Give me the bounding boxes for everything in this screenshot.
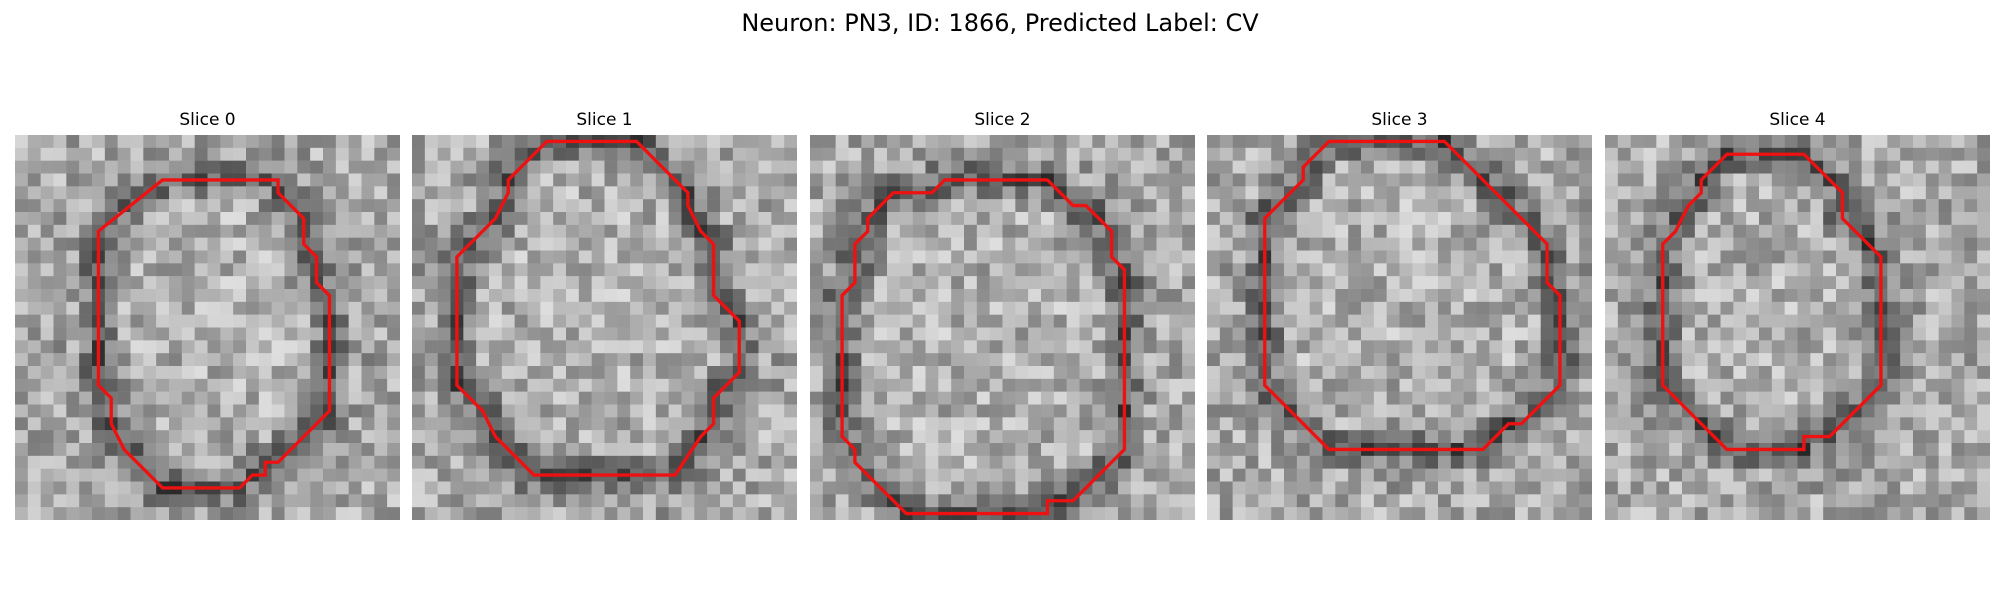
contour-outline-0 [96,178,332,490]
slice-panel-1: Slice 1 [412,108,797,523]
slice-panel-0: Slice 0 [15,108,400,523]
figure-title: Neuron: PN3, ID: 1866, Predicted Label: … [741,9,1259,37]
slice-title-0: Slice 0 [179,110,236,130]
slice-title-3: Slice 3 [1371,110,1428,130]
contour-outline-3 [1263,139,1562,452]
slice-pixels-2 [810,135,1195,520]
slice-pixels-3 [1207,135,1592,520]
slice-image-4 [1605,135,1990,520]
slice-pixels-4 [1605,135,1990,520]
slice-panel-2: Slice 2 [810,108,1195,523]
slice-image-1 [412,135,797,520]
slice-title-4: Slice 4 [1769,110,1826,130]
contour-outline-2 [840,178,1127,516]
slice-panel-3: Slice 3 [1207,108,1592,523]
contour-outline-1 [455,139,741,477]
slice-title-2: Slice 2 [974,110,1031,130]
slice-image-3 [1207,135,1592,520]
slice-title-1: Slice 1 [576,110,633,130]
slice-pixels-0 [15,135,400,520]
contour-outline-4 [1661,152,1883,452]
slice-panel-4: Slice 4 [1605,108,1990,523]
slice-image-2 [810,135,1195,520]
slice-image-0 [15,135,400,520]
